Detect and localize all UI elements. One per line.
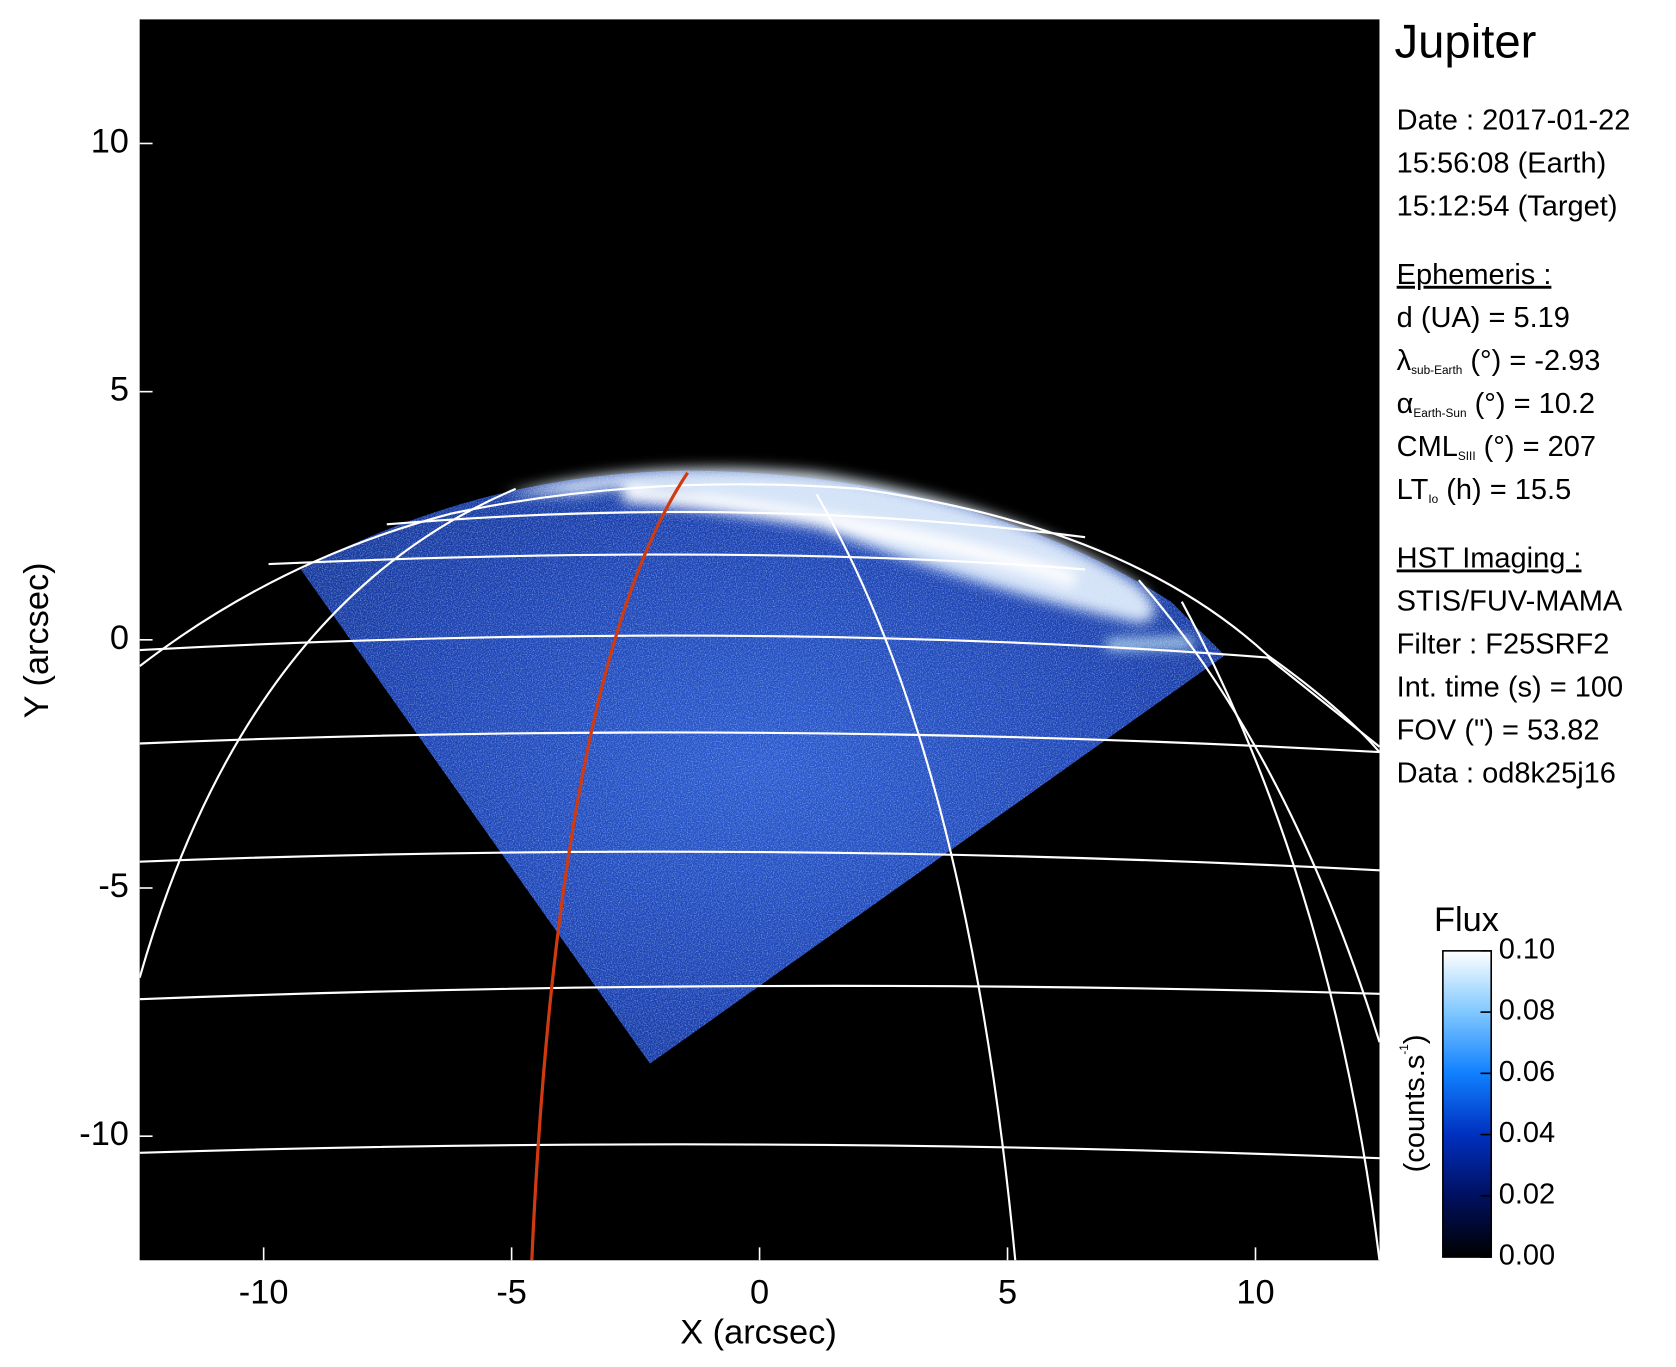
aurora	[504, 467, 1193, 649]
colorbar-tick-label: 0.02	[1499, 1178, 1555, 1210]
colorbar-unit: (counts.s-1)	[1397, 1034, 1430, 1172]
info-line: Filter : F25SRF2	[1397, 628, 1610, 660]
text-run: (°) = 10.2	[1467, 388, 1595, 420]
text-run: Date : 2017-01-22	[1397, 104, 1631, 136]
colorbar-tick-label: 0.10	[1499, 934, 1555, 966]
text-run: d (UA) = 5.19	[1397, 302, 1570, 334]
text-run: Int. time (s) = 100	[1397, 671, 1623, 703]
x-axis-label: X (arcsec)	[680, 1313, 837, 1351]
colorbar-title: Flux	[1434, 901, 1499, 939]
info-line: Date : 2017-01-22	[1397, 104, 1631, 136]
y-tick-label: -10	[79, 1115, 129, 1153]
subscript: SIII	[1458, 449, 1476, 463]
info-line: LTIo (h) = 15.5	[1397, 474, 1572, 506]
text-run: FOV (") = 53.82	[1397, 714, 1600, 746]
info-line: Data : od8k25j16	[1397, 757, 1616, 789]
colorbar-tick-label: 0.04	[1499, 1117, 1555, 1149]
colorbar-tick-label: 0.00	[1499, 1240, 1555, 1272]
info-line: αEarth-Sun (°) = 10.2	[1397, 388, 1595, 420]
colorbar-tick-label: 0.08	[1499, 995, 1555, 1027]
text-run: (°) = -2.93	[1462, 345, 1600, 377]
x-tick-label: -10	[239, 1274, 289, 1312]
info-heading: HST Imaging :	[1397, 542, 1582, 574]
text-run: CML	[1397, 431, 1458, 463]
info-line: STIS/FUV-MAMA	[1397, 585, 1623, 617]
text-run: λ	[1397, 345, 1412, 377]
y-axis-label: Y (arcsec)	[18, 562, 56, 718]
info-heading: Ephemeris :	[1397, 259, 1552, 291]
info-line: FOV (") = 53.82	[1397, 714, 1600, 746]
y-tick-label: 10	[91, 123, 129, 161]
text-run: (counts.s	[1399, 1055, 1431, 1173]
subscript: sub-Earth	[1411, 363, 1462, 377]
text-run: 15:12:54 (Target)	[1397, 190, 1618, 222]
text-run: Filter : F25SRF2	[1397, 628, 1610, 660]
info-line: CMLSIII (°) = 207	[1397, 431, 1596, 463]
y-tick-label: -5	[98, 867, 129, 905]
subscript: Io	[1428, 492, 1438, 506]
info-line: d (UA) = 5.19	[1397, 302, 1570, 334]
observed-noise	[300, 470, 1225, 1064]
info-line: λsub-Earth (°) = -2.93	[1397, 345, 1601, 377]
y-tick-label: 5	[110, 371, 129, 409]
text-run: (°) = 207	[1476, 431, 1596, 463]
subscript: Earth-Sun	[1413, 406, 1466, 420]
text-run: Data : od8k25j16	[1397, 757, 1616, 789]
info-line: 15:12:54 (Target)	[1397, 190, 1618, 222]
x-tick-label: -5	[496, 1274, 527, 1312]
info-line: 15:56:08 (Earth)	[1397, 147, 1607, 179]
colorbar	[1442, 950, 1493, 1258]
image	[139, 467, 1380, 1261]
reference-meridian	[530, 471, 689, 1261]
colorbar-tick-label: 0.06	[1499, 1056, 1555, 1088]
title: Jupiter	[1395, 16, 1537, 69]
x-tick-label: 5	[998, 1274, 1017, 1312]
superscript: -1	[1397, 1044, 1411, 1055]
x-tick-label: 10	[1236, 1274, 1274, 1312]
text-run: STIS/FUV-MAMA	[1397, 585, 1623, 617]
y-tick-label: 0	[110, 619, 129, 657]
text-run: α	[1397, 388, 1414, 420]
text-run: (h) = 15.5	[1438, 474, 1571, 506]
text-run: 15:56:08 (Earth)	[1397, 147, 1607, 179]
text-run: )	[1399, 1034, 1431, 1044]
text-run: LT	[1397, 474, 1429, 506]
x-tick-label: 0	[750, 1274, 769, 1312]
info-line: Int. time (s) = 100	[1397, 671, 1623, 703]
